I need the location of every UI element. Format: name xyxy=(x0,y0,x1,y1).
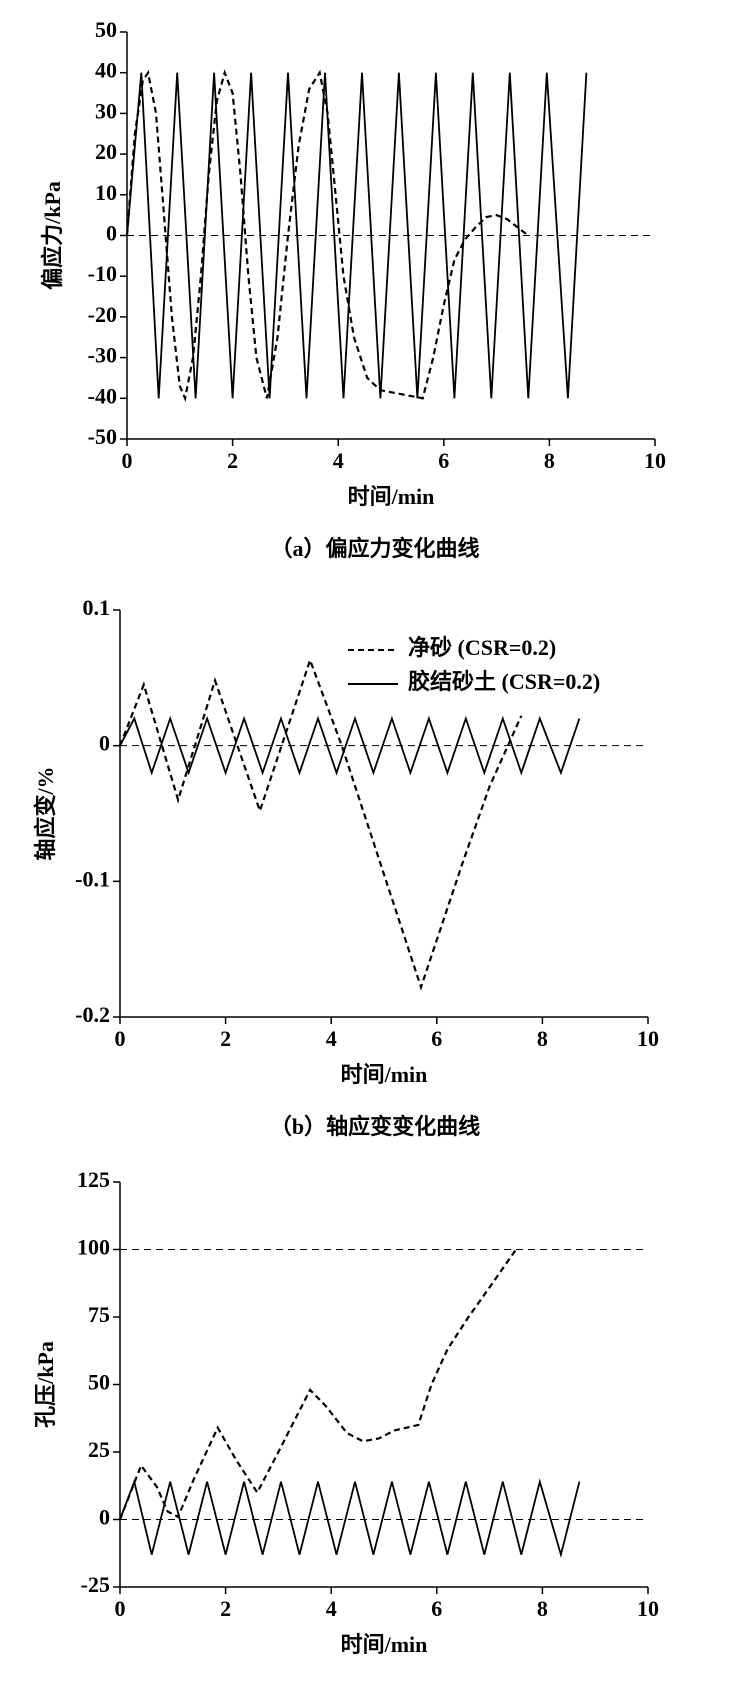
x-tick-label: 10 xyxy=(637,1596,659,1621)
x-tick-label: 6 xyxy=(431,1596,442,1621)
data-line xyxy=(118,1248,517,1520)
y-tick-label: 25 xyxy=(88,1437,110,1462)
legend-label: 胶结砂土 (CSR=0.2) xyxy=(408,669,600,694)
y-tick-label: 50 xyxy=(88,1370,110,1395)
x-tick-label: 2 xyxy=(220,1596,231,1621)
data-line xyxy=(126,72,588,399)
y-tick-label: 75 xyxy=(88,1302,110,1327)
y-tick-label: 0 xyxy=(99,1505,110,1530)
y-tick-label: 0.1 xyxy=(83,595,111,620)
x-tick-label: 0 xyxy=(115,1026,126,1051)
x-tick-label: 6 xyxy=(431,1026,442,1051)
x-tick-label: 8 xyxy=(537,1596,548,1621)
x-tick-label: 4 xyxy=(326,1596,337,1621)
x-tick-label: 10 xyxy=(637,1026,659,1051)
x-tick-label: 4 xyxy=(326,1026,337,1051)
y-tick-label: -0.2 xyxy=(75,1002,110,1027)
x-tick-label: 8 xyxy=(537,1026,548,1051)
x-tick-label: 4 xyxy=(333,448,344,473)
y-tick-label: 0 xyxy=(99,731,110,756)
y-tick-label: 20 xyxy=(95,139,117,164)
x-tick-label: 8 xyxy=(544,448,555,473)
x-axis-label: 时间/min xyxy=(341,1632,428,1657)
x-tick-label: 2 xyxy=(220,1026,231,1051)
y-tick-label: 40 xyxy=(95,58,117,83)
caption: （a）偏应力变化曲线 xyxy=(270,536,479,561)
data-line xyxy=(119,1478,581,1559)
x-tick-label: 6 xyxy=(438,448,449,473)
y-tick-label: 50 xyxy=(95,17,117,42)
data-line xyxy=(118,656,523,991)
y-axis-label: 孔压/kPa xyxy=(33,1341,58,1428)
y-tick-label: 30 xyxy=(95,98,117,123)
y-tick-label: -30 xyxy=(88,343,117,368)
y-tick-label: 10 xyxy=(95,180,117,205)
x-axis-label: 时间/min xyxy=(341,1062,428,1087)
x-tick-label: 0 xyxy=(115,1596,126,1621)
x-tick-label: 2 xyxy=(227,448,238,473)
y-tick-label: -20 xyxy=(88,302,117,327)
y-tick-label: -50 xyxy=(88,424,117,449)
y-tick-label: -10 xyxy=(88,261,117,286)
x-axis-label: 时间/min xyxy=(348,484,435,509)
data-line xyxy=(119,715,581,776)
y-tick-label: 125 xyxy=(77,1167,110,1192)
x-tick-label: 10 xyxy=(644,448,666,473)
y-tick-label: -0.1 xyxy=(75,866,110,891)
y-tick-label: -25 xyxy=(81,1572,110,1597)
legend-label: 净砂 (CSR=0.2) xyxy=(408,635,556,660)
y-axis-label: 偏应力/kPa xyxy=(40,181,65,290)
y-tick-label: 0 xyxy=(106,221,117,246)
caption: （b）轴应变变化曲线 xyxy=(270,1114,480,1139)
y-axis-label: 轴应变/% xyxy=(33,766,58,860)
y-tick-label: 100 xyxy=(77,1235,110,1260)
x-tick-label: 0 xyxy=(122,448,133,473)
y-tick-label: -40 xyxy=(88,383,117,408)
data-line xyxy=(125,69,529,402)
